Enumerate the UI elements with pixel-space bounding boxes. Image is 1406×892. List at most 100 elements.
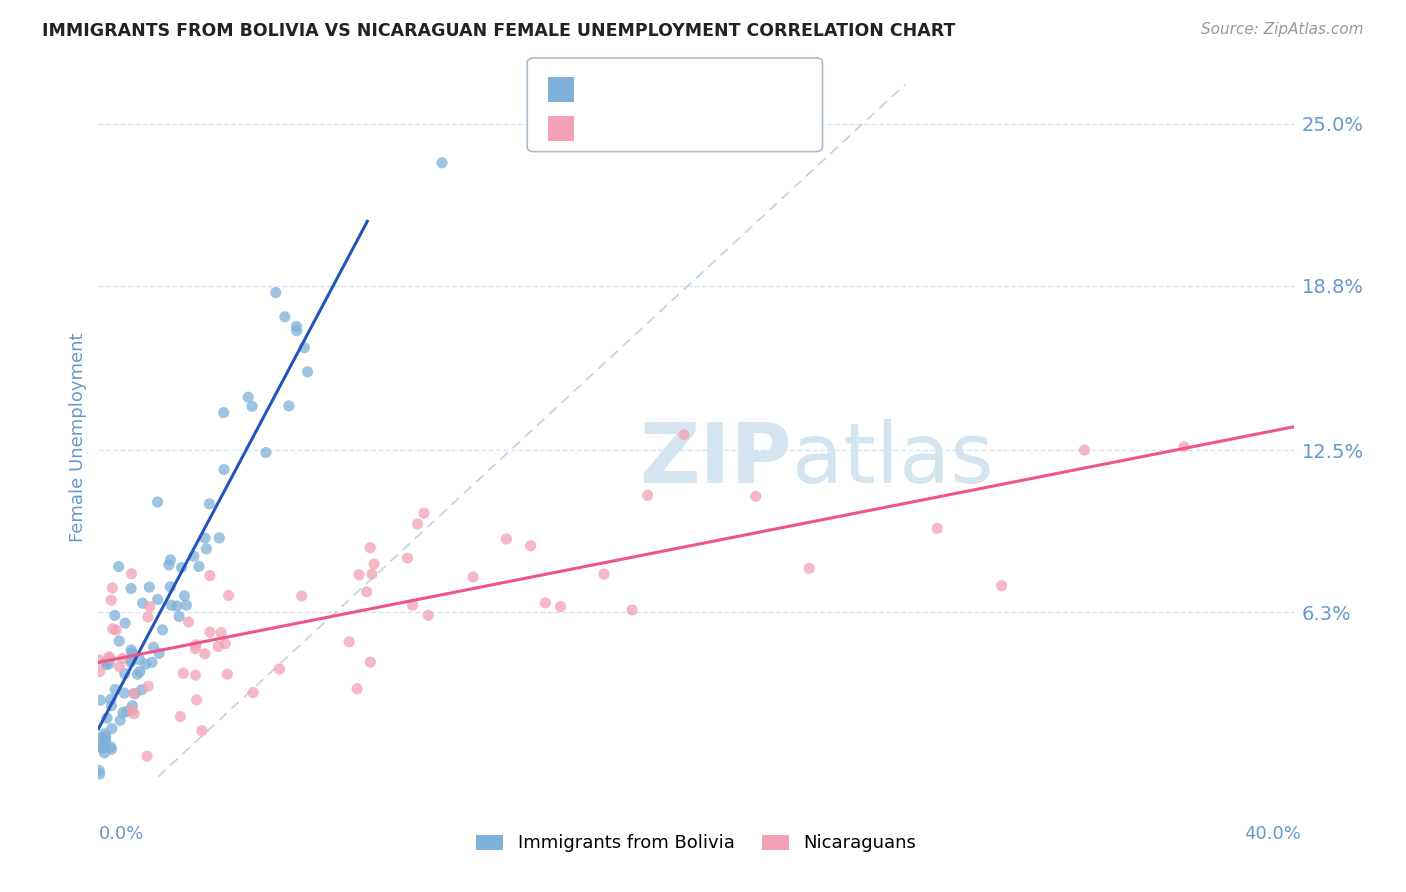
Text: Source: ZipAtlas.com: Source: ZipAtlas.com	[1201, 22, 1364, 37]
Point	[100, 692, 122, 706]
Point	[297, 365, 319, 379]
Point	[101, 722, 124, 736]
Point	[105, 623, 128, 637]
Point	[157, 558, 180, 572]
Point	[100, 739, 122, 754]
Point	[360, 567, 382, 582]
Point	[108, 634, 131, 648]
Point	[745, 489, 768, 503]
Text: 40.0%: 40.0%	[1244, 825, 1301, 843]
Point	[212, 406, 235, 420]
Point	[519, 539, 541, 553]
Point	[101, 581, 124, 595]
Point	[97, 649, 120, 664]
Y-axis label: Female Unemployment: Female Unemployment	[69, 333, 87, 541]
Point	[100, 698, 122, 713]
Point	[124, 687, 146, 701]
Point	[110, 714, 132, 728]
Point	[198, 568, 221, 582]
Point	[292, 341, 315, 355]
Point	[138, 580, 160, 594]
Point	[89, 665, 111, 679]
Point	[184, 641, 207, 656]
Point	[396, 551, 419, 566]
Point	[198, 497, 221, 511]
Point	[176, 599, 198, 613]
Point	[111, 651, 134, 665]
Point	[990, 579, 1012, 593]
Point	[170, 560, 193, 574]
Point	[194, 531, 217, 545]
Point	[96, 711, 118, 725]
Point	[94, 655, 117, 669]
Point	[104, 608, 127, 623]
Point	[94, 735, 117, 749]
Text: N =: N =	[686, 80, 723, 98]
Point	[413, 506, 436, 520]
Point	[264, 285, 287, 300]
Point	[254, 445, 277, 459]
Point	[131, 596, 153, 610]
Point	[89, 653, 111, 667]
Point	[177, 615, 200, 629]
Point	[139, 599, 162, 614]
Point	[274, 310, 297, 324]
Point	[111, 706, 134, 720]
Point	[550, 599, 572, 614]
Point	[188, 559, 211, 574]
Point	[236, 390, 259, 404]
Point	[406, 516, 429, 531]
Text: 0.0%: 0.0%	[98, 825, 143, 843]
Point	[90, 731, 112, 745]
Point	[167, 609, 190, 624]
Point	[114, 666, 136, 681]
Point	[356, 585, 378, 599]
Text: 65: 65	[728, 120, 751, 137]
Point	[359, 541, 381, 555]
Point	[104, 682, 127, 697]
Point	[128, 665, 150, 679]
Point	[285, 324, 308, 338]
Point	[101, 622, 124, 636]
Text: N =: N =	[686, 120, 723, 137]
Legend: Immigrants from Bolivia, Nicaraguans: Immigrants from Bolivia, Nicaraguans	[468, 827, 924, 860]
Point	[93, 746, 115, 760]
Point	[128, 652, 150, 666]
Point	[146, 495, 169, 509]
Point	[218, 589, 240, 603]
Point	[121, 698, 143, 713]
Point	[186, 693, 208, 707]
Point	[142, 640, 165, 655]
Point	[122, 686, 145, 700]
Point	[1173, 440, 1195, 454]
Point	[94, 732, 117, 747]
Point	[346, 681, 368, 696]
Point	[135, 657, 157, 672]
Point	[100, 742, 122, 756]
Text: 0.405: 0.405	[623, 120, 675, 137]
Point	[112, 686, 135, 700]
Point	[430, 155, 453, 169]
Point	[277, 399, 299, 413]
Text: atlas: atlas	[792, 418, 993, 500]
Point	[212, 462, 235, 476]
Point	[593, 567, 616, 582]
Point	[209, 625, 232, 640]
Point	[240, 400, 263, 414]
Point	[127, 667, 149, 681]
Point	[285, 319, 308, 334]
Point	[191, 723, 214, 738]
Text: ZIP: ZIP	[640, 418, 792, 500]
Text: 82: 82	[728, 80, 751, 98]
Point	[269, 662, 291, 676]
Point	[184, 638, 207, 652]
Point	[121, 645, 143, 659]
Point	[136, 679, 159, 693]
Point	[91, 741, 114, 756]
Point	[461, 570, 484, 584]
Point	[159, 553, 181, 567]
Point	[121, 703, 143, 717]
Point	[184, 668, 207, 682]
Point	[108, 660, 131, 674]
Text: R =: R =	[581, 120, 617, 137]
